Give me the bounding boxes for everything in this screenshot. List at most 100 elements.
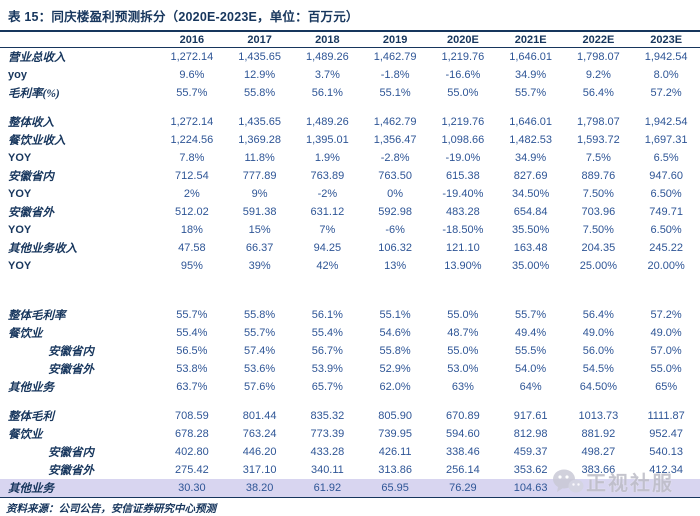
cell: 1,646.01 xyxy=(509,116,553,128)
cell: 13.90% xyxy=(444,260,482,272)
cell: 459.37 xyxy=(513,446,548,458)
cell: 65.95 xyxy=(361,479,429,497)
cell: 631.12 xyxy=(310,206,345,218)
cell: 55.0% xyxy=(447,87,479,99)
cell: 615.38 xyxy=(446,170,480,182)
cell: 34.9% xyxy=(515,152,547,164)
cell: -19.40% xyxy=(442,188,484,200)
cell: 34.9% xyxy=(515,69,547,81)
cell: 11.8% xyxy=(244,152,275,164)
cell: 55.8% xyxy=(244,309,276,321)
cell: 498.27 xyxy=(581,446,616,458)
cell: 777.89 xyxy=(242,170,277,182)
cell: 56.5% xyxy=(176,345,208,357)
cell: 1,435.65 xyxy=(238,51,282,63)
cell: 1,697.31 xyxy=(644,134,688,146)
cell: 64% xyxy=(519,381,542,393)
cell: 9.2% xyxy=(585,69,611,81)
cell: 56.4% xyxy=(582,309,614,321)
cell: 49.0% xyxy=(582,327,614,339)
cell: 353.62 xyxy=(513,464,548,476)
row-label: YOY xyxy=(8,224,32,236)
cell: 712.54 xyxy=(175,170,209,182)
table-header: 2016 2017 2018 2019 2020E 2021E 2022E 2023E xyxy=(0,32,700,48)
column-header: 2016 xyxy=(158,32,226,48)
cell: 55.7% xyxy=(515,309,547,321)
cell: 55.8% xyxy=(379,345,411,357)
row-label-header xyxy=(0,32,158,48)
cell: 773.39 xyxy=(310,428,345,440)
cell: 104.63 xyxy=(496,479,565,497)
cell: 1,219.76 xyxy=(441,116,485,128)
column-header: 2018 xyxy=(293,32,362,48)
cell: 47.58 xyxy=(178,242,206,254)
cell: 703.96 xyxy=(581,206,616,218)
cell: 7.8% xyxy=(179,152,205,164)
cell: 256.14 xyxy=(446,464,480,476)
cell: 540.13 xyxy=(649,446,683,458)
cell: 55.0% xyxy=(447,345,479,357)
cell: 35.00% xyxy=(511,260,550,272)
row-label: 其他业务收入 xyxy=(8,243,77,255)
row-label: 餐饮业 xyxy=(8,328,43,340)
cell: 57.6% xyxy=(244,381,276,393)
cell: 678.28 xyxy=(175,428,209,440)
cell: 62.0% xyxy=(379,381,411,393)
cell: 1,798.07 xyxy=(576,51,620,63)
cell: 13% xyxy=(384,260,407,272)
cell: 1,489.26 xyxy=(305,116,349,128)
cell: 749.71 xyxy=(649,206,683,218)
cell: 54.5% xyxy=(582,363,614,375)
table-row: 整体毛利 708.59 801.44 835.32 805.90 670.89 917.61… xyxy=(0,407,700,425)
cell: 1,098.66 xyxy=(441,134,485,146)
cell: 3.7% xyxy=(314,69,340,81)
cell: 6.50% xyxy=(650,188,682,200)
cell: 63.7% xyxy=(176,381,208,393)
cell: 1,942.54 xyxy=(644,51,688,63)
cell: 53.9% xyxy=(311,363,343,375)
table-row: 安徽省外 512.02 591.38 631.12 592.98 483.28 654.84… xyxy=(0,203,700,221)
cell: 52.9% xyxy=(379,363,411,375)
cell: 9.6% xyxy=(179,69,205,81)
cell: 1,224.56 xyxy=(170,134,214,146)
table-row: YOY 95% 39% 42% 13% 13.90% 35.00% 25.00% 20.00% xyxy=(0,257,700,275)
row-label: 整体毛利率 xyxy=(8,310,66,322)
cell: 54.6% xyxy=(379,327,411,339)
cell: 30.30 xyxy=(158,479,226,497)
cell: 2% xyxy=(183,188,200,200)
row-label: 毛利率(%) xyxy=(8,88,60,100)
cell: 49.4% xyxy=(515,327,547,339)
cell: 338.46 xyxy=(446,446,480,458)
row-label: YOY xyxy=(8,188,32,200)
cell: 383.66 xyxy=(581,464,616,476)
cell: 121.10 xyxy=(446,242,480,254)
cell: 35.50% xyxy=(511,224,550,236)
cell: 57.0% xyxy=(650,345,682,357)
cell: 917.61 xyxy=(513,410,548,422)
row-label: YOY xyxy=(8,152,32,164)
cell: 1,798.07 xyxy=(576,116,620,128)
cell: 56.7% xyxy=(311,345,343,357)
table-row: 整体毛利率 55.7% 55.8% 56.1% 55.1% 55.0% 55.7% 56.4%… xyxy=(0,306,700,324)
cell: 433.28 xyxy=(310,446,345,458)
cell: 805.90 xyxy=(378,410,412,422)
cell: 55.1% xyxy=(379,309,411,321)
spacer-cell xyxy=(0,396,700,407)
table-title: 表 15：同庆楼盈利预测拆分（2020E-2023E，单位：百万元） xyxy=(0,0,700,32)
cell: 1,462.79 xyxy=(373,116,417,128)
column-header: 2020E xyxy=(429,32,497,48)
row-label: 安徽省外 xyxy=(8,207,54,219)
cell: 25.00% xyxy=(579,260,618,272)
table-row: 餐饮业 55.4% 55.7% 55.4% 54.6% 48.7% 49.4% 49.0% 49… xyxy=(0,324,700,342)
cell: 55.7% xyxy=(176,87,208,99)
column-header-row: 2016 2017 2018 2019 2020E 2021E 2022E 2023E xyxy=(0,32,700,48)
cell: 317.10 xyxy=(242,464,277,476)
row-label: 安徽省外 xyxy=(48,465,94,477)
table-row: 安徽省内 56.5% 57.4% 56.7% 55.8% 55.0% 55.5% 56.0% 5… xyxy=(0,342,700,360)
spacer-cell xyxy=(0,102,700,113)
cell: 1,395.01 xyxy=(305,134,349,146)
spacer-row xyxy=(0,275,700,306)
cell: 38.20 xyxy=(225,479,294,497)
table-row: 安徽省内 712.54 777.89 763.89 763.50 615.38 827.69… xyxy=(0,167,700,185)
